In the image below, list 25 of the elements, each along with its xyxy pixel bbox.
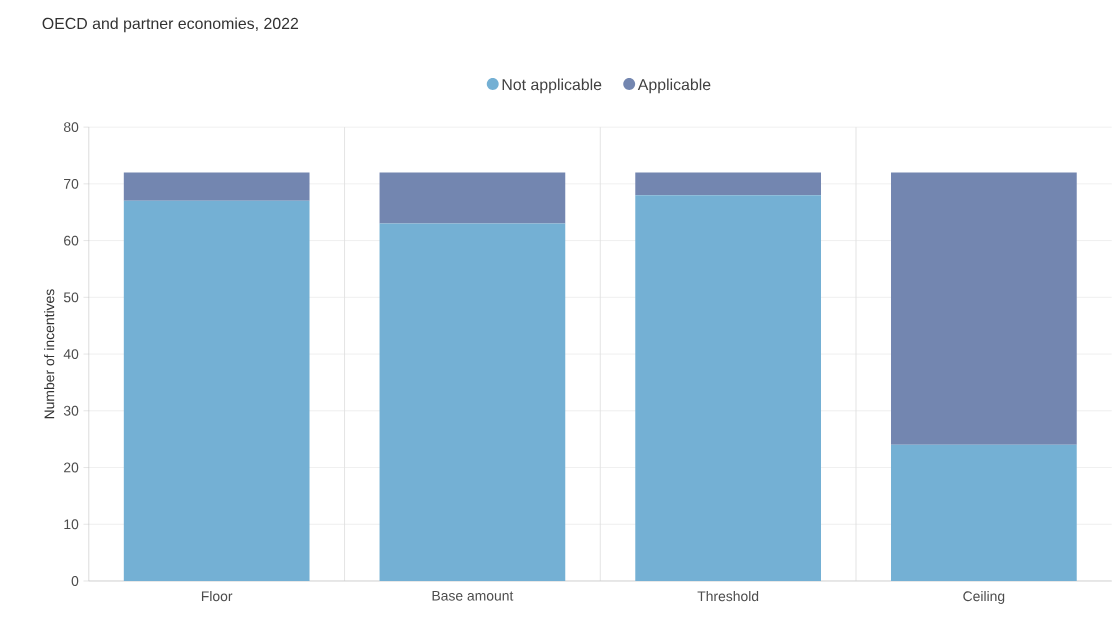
x-tick-label: Floor bbox=[201, 591, 233, 602]
bar bbox=[379, 223, 566, 582]
y-tick-label: 0 bbox=[71, 576, 79, 587]
y-axis-title: Number of incentives bbox=[44, 289, 55, 419]
bar bbox=[379, 172, 566, 224]
y-tick-label: 40 bbox=[63, 349, 79, 360]
bar bbox=[891, 444, 1077, 582]
x-tick-label: Ceiling bbox=[963, 591, 1005, 605]
x-tick-label: Threshold bbox=[697, 591, 759, 602]
bar bbox=[123, 201, 310, 582]
bar bbox=[891, 172, 1077, 445]
y-tick-label: 50 bbox=[63, 292, 79, 303]
y-tick-label: 70 bbox=[64, 179, 79, 189]
legend-label: Not applicable bbox=[502, 78, 602, 94]
y-tick-label: 60 bbox=[64, 235, 79, 246]
bar bbox=[635, 195, 821, 582]
y-tick-label: 20 bbox=[64, 462, 79, 473]
x-tick-label: Base amount bbox=[432, 591, 514, 601]
legend-label: Applicable bbox=[637, 78, 711, 94]
y-tick-label: 80 bbox=[63, 122, 79, 133]
chart-title: OECD and partner economies, 2022 bbox=[42, 17, 299, 33]
bar bbox=[123, 172, 310, 202]
y-tick-label: 10 bbox=[64, 519, 79, 530]
bar bbox=[635, 172, 821, 196]
y-tick-label: 30 bbox=[63, 406, 79, 416]
